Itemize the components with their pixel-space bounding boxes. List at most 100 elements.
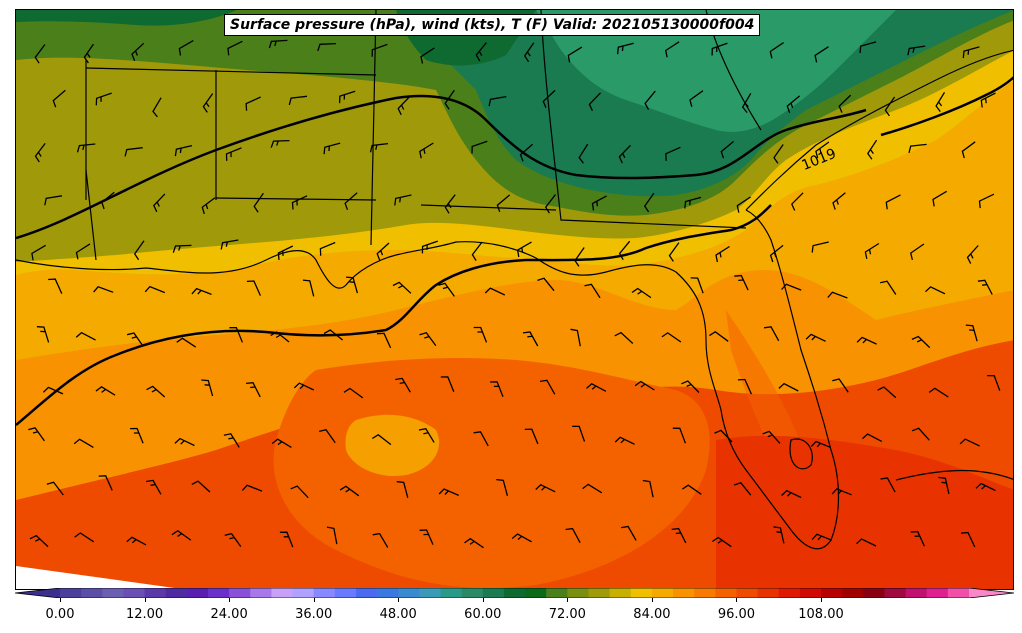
colorbar-swatch [926, 588, 949, 598]
colorbar-swatch [947, 588, 970, 598]
wind-barb [291, 195, 308, 210]
wind-barb [586, 383, 607, 392]
wind-barb [241, 484, 263, 492]
wind-barb [578, 143, 589, 164]
wind-barb [397, 96, 410, 116]
wind-barb [323, 142, 341, 155]
wind-barb [861, 433, 883, 442]
wind-barb [98, 475, 113, 491]
wind-barb [419, 332, 437, 346]
wind-barb [712, 536, 732, 548]
florida-atlantic-coast [745, 49, 1013, 211]
colorbar-swatch [313, 588, 336, 598]
colorbar-swatch [250, 588, 272, 598]
wind-barb [171, 530, 192, 541]
wind-barb [394, 194, 412, 206]
wind-barb [146, 385, 166, 398]
wind-barb [665, 146, 681, 161]
wind-barb [737, 378, 752, 395]
wind-barb [962, 46, 980, 59]
wind-barb [720, 140, 735, 159]
colorbar-ticks: 0.00 12.00 24.00 36.00 48.00 60.00 72.00 84.00 9… [0, 598, 1022, 628]
wind-barb [631, 287, 652, 299]
wind-barb [565, 527, 581, 544]
cuba-coast [895, 469, 1013, 481]
wind-barb [76, 143, 96, 153]
wind-barb [444, 89, 455, 110]
wind-barb [741, 92, 752, 114]
wind-barb [253, 192, 264, 213]
colorbar-swatch [525, 588, 547, 598]
colorbar-tick-label: 12.00 [125, 607, 164, 622]
map-canvas: 1019 [16, 10, 1013, 589]
wind-barb [542, 89, 556, 109]
wind-barb [52, 89, 66, 108]
wind-barb [588, 92, 601, 111]
wind-barb [574, 247, 585, 267]
wind-barb [786, 95, 801, 114]
colorbar-swatch [165, 588, 188, 598]
wind-barb [202, 93, 214, 113]
wind-barb [172, 244, 192, 253]
wind-barb [938, 476, 950, 495]
wind-barb [201, 197, 216, 215]
wind-barb [343, 387, 364, 399]
wind-barb [484, 287, 506, 296]
wind-barb [464, 537, 484, 549]
colorbar-swatch [81, 588, 103, 598]
wind-barb [867, 139, 878, 160]
wind-barb [827, 291, 848, 299]
colorbar-swatch [271, 588, 294, 598]
wind-barb [440, 376, 455, 392]
colorbar-tick-label: 36.00 [295, 607, 333, 622]
wind-barb [810, 440, 832, 449]
wind-barb [29, 534, 49, 548]
south-red-band [716, 435, 1013, 589]
wind-barb [126, 332, 144, 347]
colorbar-swatch [144, 588, 167, 598]
wind-barb [145, 479, 162, 495]
wind-barb [496, 194, 511, 213]
colorbar-swatch [229, 588, 251, 598]
wind-barb [93, 286, 114, 293]
wind-barb [270, 331, 290, 343]
state-line-tx-la [85, 169, 97, 261]
wind-barb [176, 337, 197, 348]
colorbar-tick [313, 598, 315, 602]
wind-barb [268, 39, 288, 49]
wind-barb [567, 46, 583, 63]
wind-barb [570, 328, 581, 347]
wind-barb [223, 433, 240, 448]
wind-barb [371, 434, 392, 446]
colorbar-swatch [102, 588, 124, 598]
wind-barb [880, 280, 897, 295]
colorbar-tick-label: 0.00 [45, 607, 75, 622]
wind-barb [75, 331, 96, 341]
wind-barb [293, 382, 315, 391]
wind-barb [885, 194, 901, 210]
wind-barb [664, 41, 680, 58]
wind-barb [769, 42, 784, 59]
wind-barb [911, 427, 930, 441]
wind-barb [621, 525, 637, 541]
colorbar-swatch [440, 588, 463, 598]
colorbar-tick-label: 84.00 [633, 607, 671, 622]
wind-barb [909, 243, 925, 261]
wind-barb [814, 46, 829, 63]
wind-barb [711, 42, 728, 56]
wind-barb [376, 332, 392, 349]
wind-barb [339, 485, 360, 497]
wind-barb [473, 431, 489, 447]
colorbar-swatch [905, 588, 928, 598]
wind-barb [511, 533, 532, 543]
isobar-south [16, 204, 772, 426]
colorbar-swatch [123, 588, 146, 598]
wind-barb [535, 484, 556, 493]
wind-barb [225, 147, 242, 161]
wind-barb [392, 281, 412, 294]
wind-barb [960, 531, 976, 548]
wind-barb [519, 143, 534, 162]
wind-barb [642, 479, 654, 498]
wind-barb [376, 242, 390, 261]
wind-barb [778, 382, 799, 392]
